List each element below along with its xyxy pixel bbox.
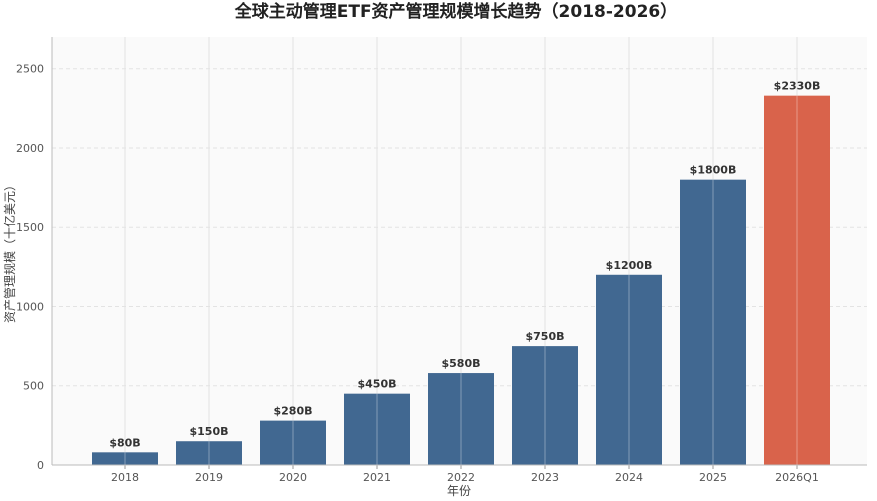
y-axis-label: 资产管理规模（十亿美元） [2, 179, 17, 323]
x-tick-label-2025: 2025 [699, 471, 727, 484]
bar-2026Q1 [764, 95, 830, 465]
bar-2022 [428, 373, 494, 465]
data-label-2018: $80B [109, 436, 140, 449]
data-label-2023: $750B [526, 330, 565, 343]
bar-2021 [344, 393, 410, 465]
bar-2025 [680, 179, 746, 465]
x-tick-label-2024: 2024 [615, 471, 643, 484]
y-tick-label: 500 [23, 380, 44, 393]
data-label-2024: $1200B [606, 259, 653, 272]
x-tick-label-2020: 2020 [279, 471, 307, 484]
data-label-2020: $280B [274, 405, 313, 418]
y-tick-label: 2500 [16, 63, 44, 76]
bar-2023 [512, 346, 578, 465]
y-tick-label: 0 [37, 459, 44, 472]
data-label-2025: $1800B [690, 164, 737, 177]
x-tick-label-2026Q1: 2026Q1 [775, 471, 819, 484]
bar-2018 [92, 452, 158, 465]
x-tick-label-2019: 2019 [195, 471, 223, 484]
bar-2019 [176, 441, 242, 465]
x-tick-label-2018: 2018 [111, 471, 139, 484]
data-label-2022: $580B [442, 357, 481, 370]
x-tick-label-2023: 2023 [531, 471, 559, 484]
y-tick-label: 1000 [16, 300, 44, 313]
data-label-2019: $150B [190, 425, 229, 438]
data-label-2021: $450B [358, 378, 397, 391]
x-tick-label-2022: 2022 [447, 471, 475, 484]
y-tick-label: 1500 [16, 221, 44, 234]
data-label-2026Q1: $2330B [774, 80, 821, 93]
bar-2024 [596, 274, 662, 465]
bar-2020 [260, 420, 326, 465]
x-axis-label: 年份 [447, 484, 471, 498]
chart-title: 全球主动管理ETF资产管理规模增长趋势（2018-2026） [234, 1, 678, 22]
bars-layer [92, 95, 830, 465]
ticks-layer: 0 500 1000 1500 2000 2500 2018 2019 2020 2021 2022… [16, 63, 819, 484]
y-tick-label: 2000 [16, 142, 44, 155]
x-tick-label-2021: 2021 [363, 471, 391, 484]
labels-layer: $80B $150B $280B $450B $580B $750B $1200B $1800… [109, 80, 820, 450]
